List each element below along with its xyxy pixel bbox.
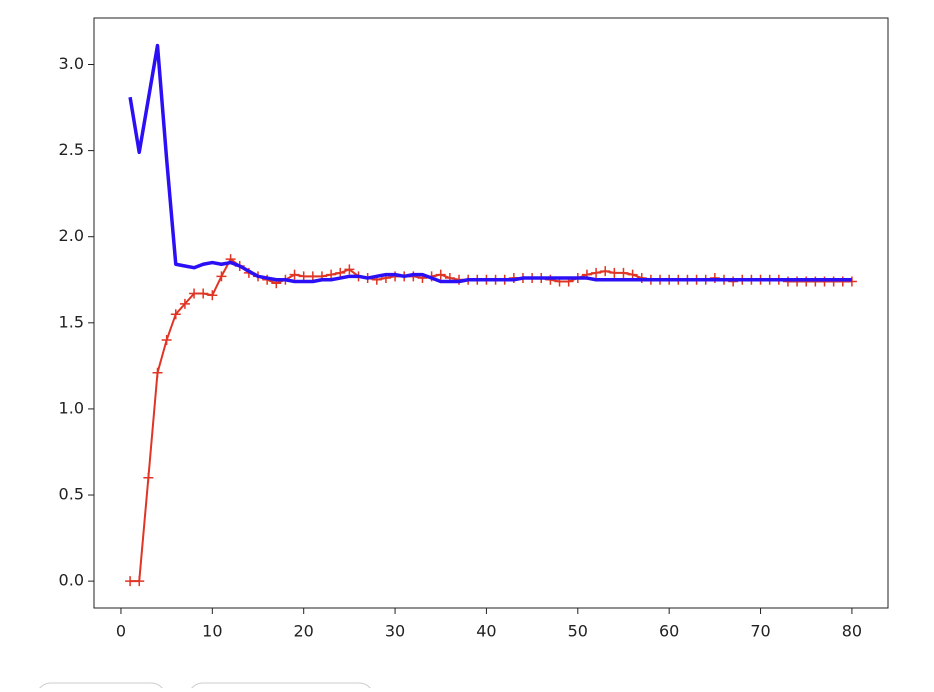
x-tick-label: 10 — [202, 622, 222, 641]
plus-marker — [600, 266, 611, 277]
plus-marker — [134, 576, 145, 587]
plot-frame — [93, 17, 889, 609]
plus-marker — [189, 288, 200, 299]
plus-marker — [170, 309, 181, 320]
y-tick-label: 1.5 — [59, 312, 84, 331]
plus-marker — [627, 269, 638, 280]
data-line — [130, 258, 852, 583]
plus-marker — [326, 269, 337, 280]
plus-marker — [125, 576, 136, 587]
y-tick-label: 2.5 — [59, 140, 84, 159]
y-tick-label: 0.5 — [59, 485, 84, 504]
x-tick-label: 30 — [385, 622, 405, 641]
x-tick-label: 80 — [842, 622, 862, 641]
plus-marker — [198, 288, 209, 299]
x-tick-label: 20 — [294, 622, 314, 641]
plus-marker — [179, 298, 190, 309]
plus-marker — [307, 271, 318, 282]
plus-marker — [143, 472, 154, 483]
plus-marker — [609, 267, 620, 278]
x-tick-label: 40 — [476, 622, 496, 641]
plus-marker — [207, 290, 218, 301]
y-tick-label: 2.0 — [59, 226, 84, 245]
x-tick-label: 60 — [659, 622, 679, 641]
plus-marker — [618, 267, 629, 278]
data-line — [128, 43, 852, 284]
plus-marker — [216, 271, 227, 282]
x-tick-label: 70 — [750, 622, 770, 641]
plus-marker — [335, 267, 346, 278]
x-tick-label: 50 — [568, 622, 588, 641]
plus-marker — [298, 271, 309, 282]
plus-marker — [591, 267, 602, 278]
button-outline — [188, 682, 374, 692]
plus-marker — [289, 269, 300, 280]
x-tick-label: 0 — [116, 622, 126, 641]
plus-marker — [435, 269, 446, 280]
button-outline — [36, 682, 166, 692]
y-tick-label: 1.0 — [59, 398, 84, 417]
plus-marker — [344, 264, 355, 275]
plus-marker — [152, 367, 163, 378]
y-tick-label: 0.0 — [59, 571, 84, 590]
y-tick-label: 3.0 — [59, 54, 84, 73]
plus-marker — [161, 335, 172, 346]
